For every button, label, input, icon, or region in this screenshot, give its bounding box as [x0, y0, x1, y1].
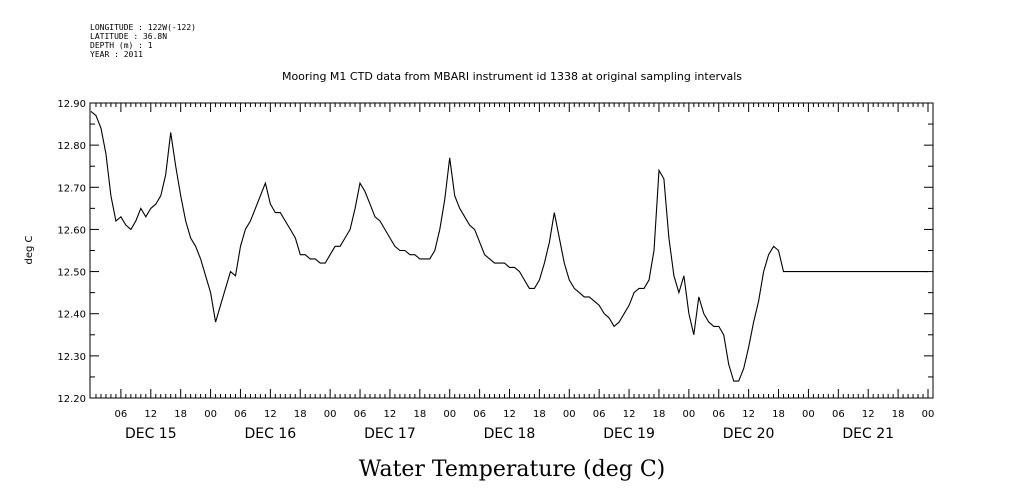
- x-axis: 06 12 18 00 06 12 18 00 06 12 18 00 06 12 18 00 06 12 18 00…: [95, 103, 935, 442]
- x-hour-label: 00: [324, 409, 337, 420]
- x-hour-label: 06: [832, 409, 845, 420]
- series-layer: [90, 110, 928, 382]
- y-tick-label: 12.60: [57, 225, 86, 236]
- x-day-label: DEC 15: [125, 426, 177, 442]
- depth-text: DEPTH (m) : 1: [90, 41, 153, 50]
- x-hour-label: 06: [712, 409, 725, 420]
- x-hour-label: 18: [174, 409, 187, 420]
- x-day-label: DEC 21: [842, 426, 894, 442]
- x-hour-label: 12: [384, 409, 397, 420]
- y-axis: 12.20 12.30 12.40 12.50 12.60 12.70 12.80 12.90: [57, 99, 933, 405]
- y-tick-label: 12.40: [57, 310, 86, 321]
- x-day-label: DEC 19: [603, 426, 655, 442]
- x-hour-label: 06: [234, 409, 247, 420]
- x-day-label: DEC 20: [723, 426, 775, 442]
- x-hour-label: 12: [862, 409, 875, 420]
- latitude-text: LATITUDE : 36.8N: [90, 32, 167, 41]
- x-hour-label: 12: [742, 409, 755, 420]
- x-hour-label: 00: [563, 409, 576, 420]
- series-line: [90, 110, 928, 382]
- x-day-label: DEC 18: [484, 426, 536, 442]
- x-hour-label: 06: [354, 409, 367, 420]
- y-axis-label: deg C: [24, 235, 35, 264]
- x-hour-label: 00: [204, 409, 217, 420]
- x-hour-label: 18: [892, 409, 905, 420]
- y-tick-label: 12.80: [57, 141, 86, 152]
- x-hour-label: 06: [115, 409, 128, 420]
- x-hour-label: 00: [922, 409, 935, 420]
- x-hour-label: 06: [473, 409, 486, 420]
- x-hour-label: 00: [443, 409, 456, 420]
- x-hour-label: 06: [593, 409, 606, 420]
- x-day-label: DEC 16: [245, 426, 297, 442]
- x-day-label: DEC 17: [364, 426, 416, 442]
- x-hour-label: 18: [294, 409, 307, 420]
- chart-title: Mooring M1 CTD data from MBARI instrumen…: [282, 70, 742, 83]
- y-tick-label: 12.50: [57, 268, 86, 279]
- x-hour-label: 12: [623, 409, 636, 420]
- year-text: YEAR : 2011: [90, 50, 143, 59]
- x-hour-label: 18: [413, 409, 426, 420]
- longitude-text: LONGITUDE : 122W(-122): [90, 23, 196, 32]
- x-hour-label: 12: [264, 409, 277, 420]
- y-tick-label: 12.70: [57, 183, 86, 194]
- y-tick-label: 12.20: [57, 394, 86, 405]
- x-hour-label: 12: [144, 409, 157, 420]
- plot-frame: [89, 102, 934, 399]
- x-hour-label: 18: [533, 409, 546, 420]
- x-hour-label: 00: [802, 409, 815, 420]
- x-hour-label: 18: [653, 409, 666, 420]
- x-hour-label: 00: [682, 409, 695, 420]
- y-tick-label: 12.30: [57, 352, 86, 363]
- y-tick-label: 12.90: [57, 99, 86, 110]
- metadata-block: LONGITUDE : 122W(-122) LATITUDE : 36.8N …: [90, 23, 196, 59]
- x-hour-label: 12: [503, 409, 516, 420]
- x-hour-label: 18: [772, 409, 785, 420]
- x-axis-label: Water Temperature (deg C): [359, 457, 666, 482]
